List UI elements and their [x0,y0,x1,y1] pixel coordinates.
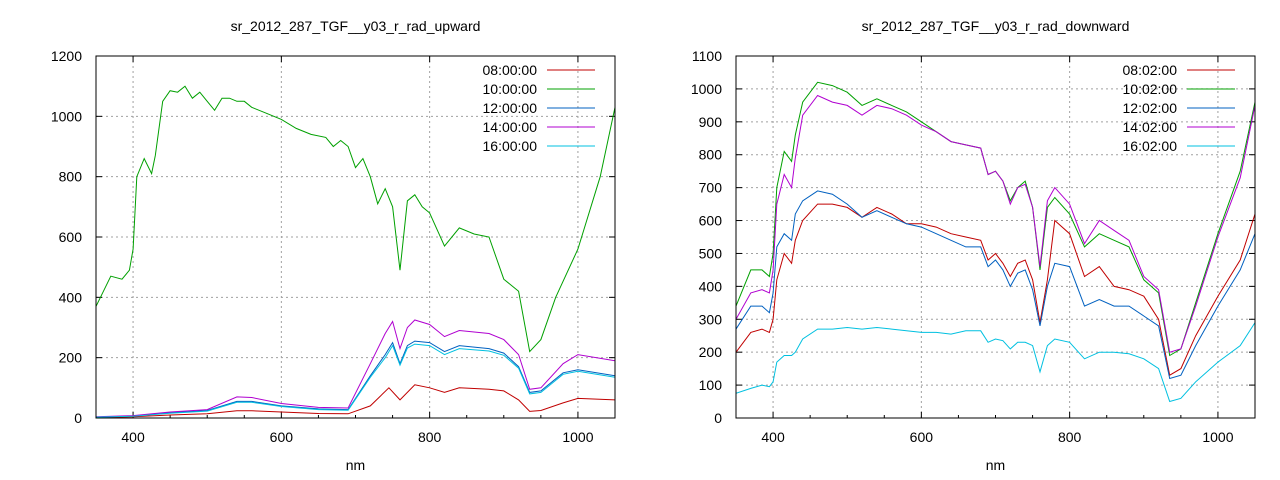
legend-label: 12:02:00 [1123,100,1178,116]
series-line-080000 [96,384,615,418]
series-line-120200 [736,190,1255,380]
y-tick-label: 200 [59,350,83,366]
legend-label: 14:00:00 [483,119,538,135]
y-tick-label: 800 [59,169,83,185]
legend-label: 10:02:00 [1123,81,1178,97]
series-line-100200 [736,81,1255,357]
legend-label: 16:02:00 [1123,138,1178,154]
x-tick-label: 1000 [1202,429,1233,445]
x-tick-label: 600 [910,429,934,445]
y-tick-label: 300 [699,311,723,327]
legend-label: 12:00:00 [483,100,538,116]
y-tick-label: 200 [699,344,723,360]
y-tick-label: 1100 [692,48,722,64]
y-tick-label: 800 [699,147,723,163]
y-tick-label: 500 [699,245,723,261]
legend-label: 10:00:00 [483,81,538,97]
y-tick-label: 1000 [51,108,82,124]
chart-2: sr_2012_287_TGF__y03_r_rad_downward 0 100 2… [691,18,1256,473]
y-tick-label: 1000 [691,81,722,97]
x-tick-label: 800 [418,429,442,445]
y-tick-label: 400 [699,278,723,294]
y-tick-label: 100 [699,377,723,393]
y-tick-label: 0 [74,410,82,426]
x-axis-label: nm [346,457,365,473]
legend-label: 08:00:00 [483,62,538,78]
x-tick-label: 1000 [562,429,593,445]
y-tick-label: 900 [699,114,723,130]
x-tick-label: 800 [1058,429,1082,445]
chart-title: sr_2012_287_TGF__y03_r_rad_upward [231,18,481,34]
series-line-080200 [736,203,1255,376]
y-tick-label: 0 [714,410,722,426]
x-tick-label: 600 [270,429,294,445]
series-line-160200 [736,322,1255,403]
y-tick-label: 700 [699,180,723,196]
y-tick-label: 600 [59,229,83,245]
y-tick-label: 400 [59,289,83,305]
y-tick-label: 600 [699,213,723,229]
legend-label: 08:02:00 [1123,62,1178,78]
x-tick-label: 400 [121,429,145,445]
series-line-160000 [96,343,615,418]
legend-label: 14:02:00 [1123,119,1178,135]
x-tick-label: 400 [761,429,785,445]
plot-frame [95,55,616,419]
x-axis-label: nm [986,457,1005,473]
chart-1: sr_2012_287_TGF__y03_r_rad_upward 0 200 400… [51,18,616,473]
y-tick-label: 1200 [51,48,82,64]
series-line-140200 [736,94,1255,353]
series-line-140000 [96,319,615,418]
series-line-100000 [96,85,615,353]
chart-title: sr_2012_287_TGF__y03_r_rad_downward [862,18,1130,34]
series-line-120000 [96,340,615,418]
legend-label: 16:00:00 [483,138,538,154]
plot-frame [735,55,1256,419]
